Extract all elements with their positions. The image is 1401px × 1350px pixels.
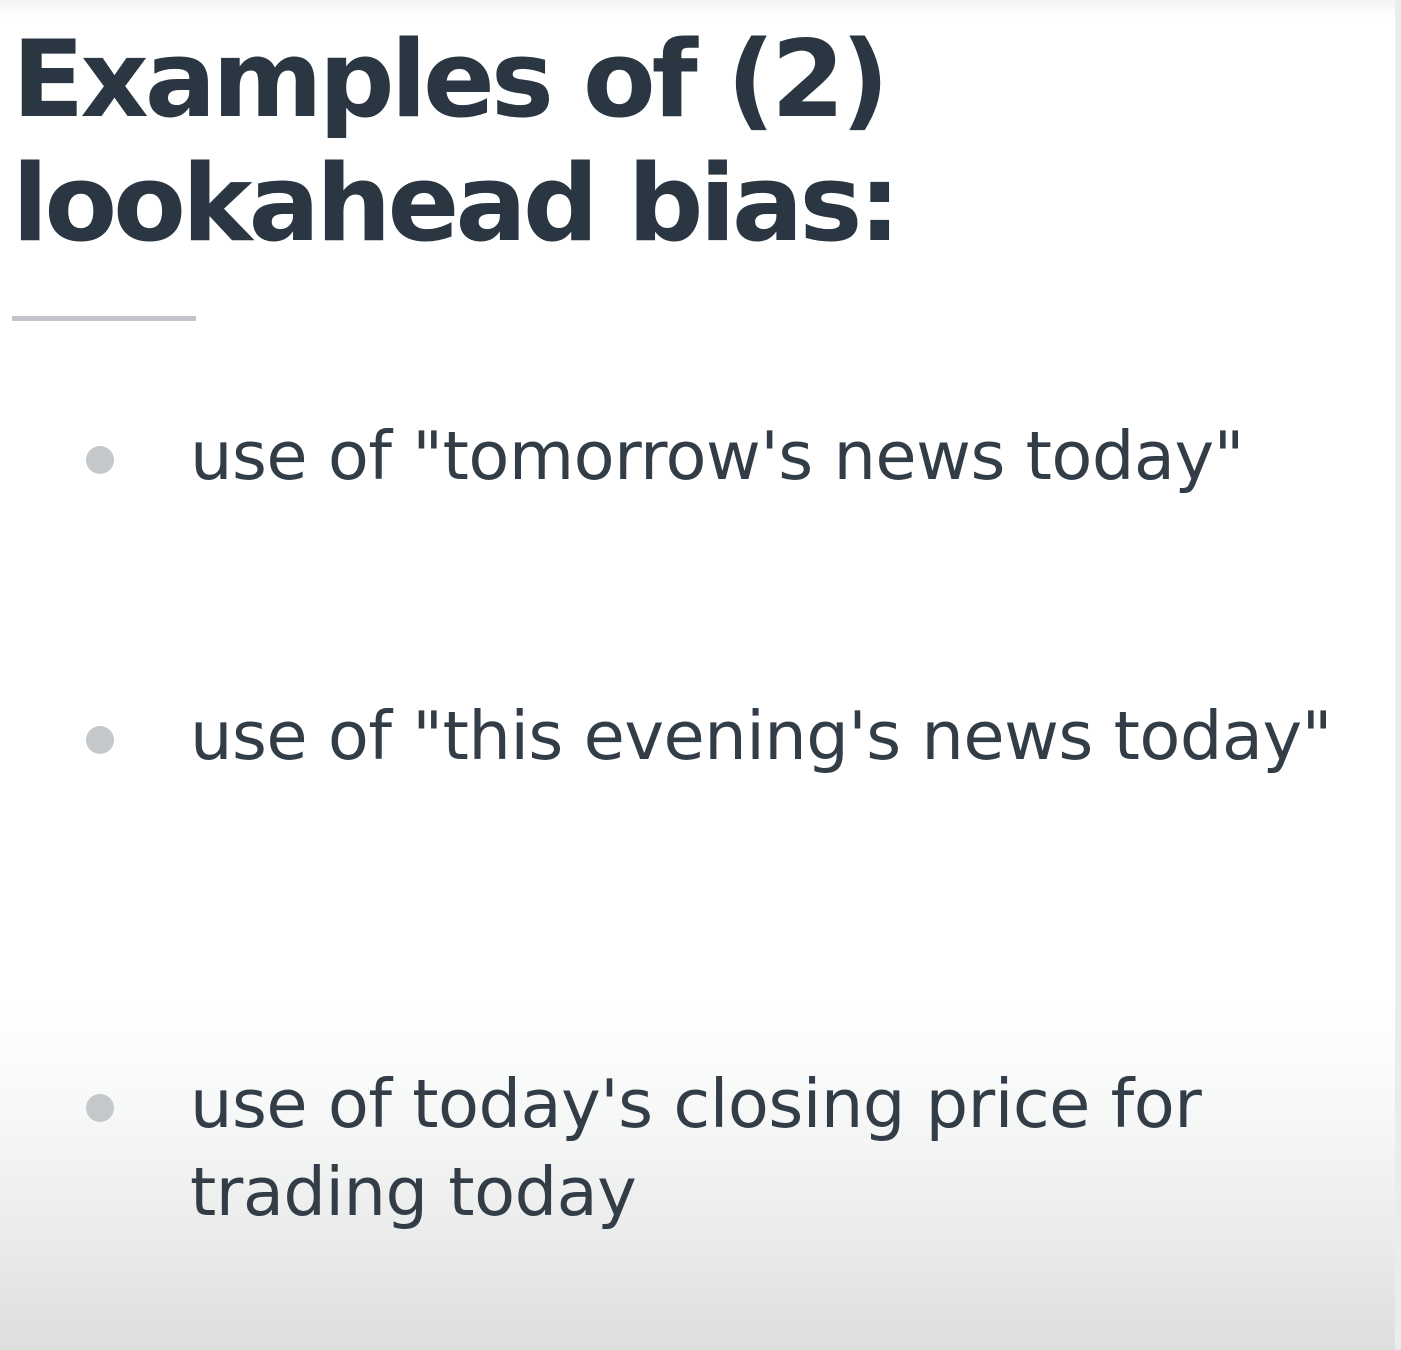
title-underline-divider	[12, 316, 196, 321]
slide-title: Examples of (2) lookahead bias:	[12, 18, 901, 265]
bullet-dot-icon	[86, 1094, 114, 1122]
slide-edge	[1395, 0, 1401, 1350]
bullet-text: use of "this evening's news today"	[190, 697, 1332, 775]
bullet-text: use of today's closing price for trading…	[190, 1065, 1202, 1231]
bullet-text: use of "tomorrow's news today"	[190, 417, 1244, 495]
bullet-dot-icon	[86, 446, 114, 474]
bullet-dot-icon	[86, 726, 114, 754]
